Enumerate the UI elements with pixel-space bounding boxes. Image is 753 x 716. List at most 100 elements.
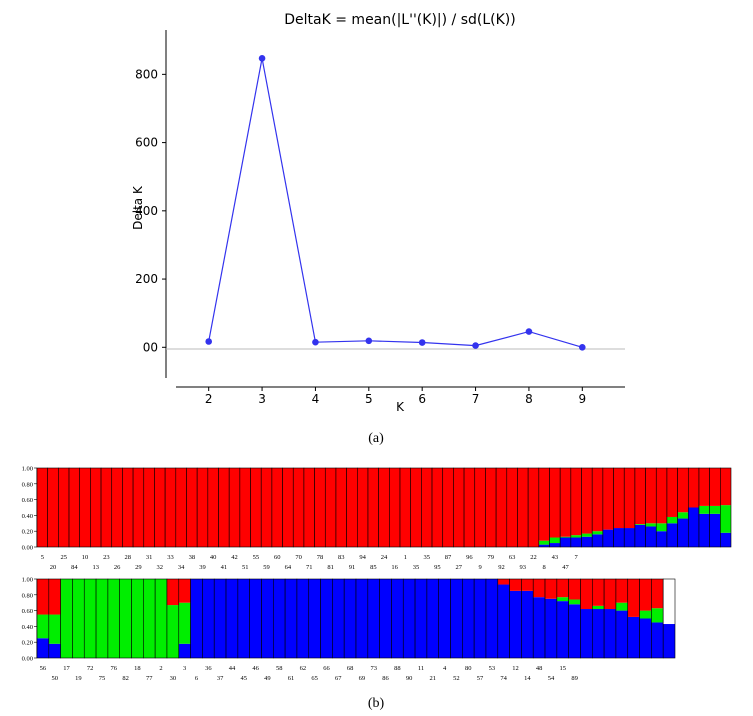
sample-label: 92 xyxy=(498,564,505,571)
bar-segment-red xyxy=(698,468,710,506)
bar-segment-red xyxy=(615,579,628,603)
sample-label: 39 xyxy=(199,564,206,571)
bar-segment-blue xyxy=(533,597,546,658)
bar-segment-red xyxy=(207,468,219,547)
sample-label: 94 xyxy=(359,554,366,561)
bar-segment-blue xyxy=(560,537,571,547)
delta-k-series-line xyxy=(208,58,583,348)
bar-segment-green xyxy=(96,579,108,658)
bar-segment-red xyxy=(314,468,326,547)
bar-segment-blue xyxy=(709,513,721,547)
bar-segment-blue xyxy=(296,579,309,658)
bar-segment-red xyxy=(197,468,208,547)
sample-label: 29 xyxy=(135,564,142,571)
bar-segment-blue xyxy=(634,524,646,547)
sample-label: 61 xyxy=(288,675,295,682)
bar-segment-green xyxy=(570,535,582,538)
sample-label: 19 xyxy=(75,675,82,682)
bar-segment-red xyxy=(133,468,144,547)
bar-segment-green xyxy=(592,531,603,535)
bar-segment-blue xyxy=(426,579,439,658)
bar-segment-red xyxy=(357,468,368,547)
bar-segment-blue xyxy=(37,638,49,658)
sample-label: 65 xyxy=(311,675,318,682)
sample-label: 79 xyxy=(488,554,495,561)
bar-row-1 xyxy=(36,467,732,548)
sample-label: 46 xyxy=(252,665,259,672)
bar-segment-red xyxy=(570,468,582,536)
bar-segment-blue xyxy=(273,579,286,658)
sample-label: 1 xyxy=(404,554,407,561)
x-tick-label: 4 xyxy=(312,392,320,406)
bar-segment-red xyxy=(37,579,49,615)
sample-label: 14 xyxy=(524,675,531,682)
sample-label: 64 xyxy=(285,564,292,571)
sample-label: 28 xyxy=(125,554,132,561)
y-tick-label: 0.00 xyxy=(22,545,33,552)
bar-segment-blue xyxy=(538,544,550,547)
sample-label: 4 xyxy=(443,665,447,672)
sample-label: 71 xyxy=(306,564,313,571)
sample-label: 5 xyxy=(41,554,44,561)
bar-segment-red xyxy=(709,468,721,506)
bar-segment-red xyxy=(645,468,657,524)
bar-segment-red xyxy=(111,468,123,547)
y-tick-label: 800 xyxy=(135,67,158,81)
x-tick-label: 3 xyxy=(258,392,266,406)
sample-label: 21 xyxy=(430,675,437,682)
sample-label: 38 xyxy=(189,554,196,561)
bar-segment-red xyxy=(581,468,593,534)
sample-label: 93 xyxy=(520,564,527,571)
sample-label: 32 xyxy=(157,564,164,571)
sample-label: 90 xyxy=(406,675,413,682)
sample-label: 75 xyxy=(99,675,106,682)
bar-segment-blue xyxy=(688,507,699,547)
sample-label: 70 xyxy=(295,554,302,561)
sample-label: 66 xyxy=(323,665,330,672)
bar-segment-red xyxy=(165,468,176,547)
bar-segment-green xyxy=(634,524,646,525)
y-tick-label: 200 xyxy=(135,272,158,286)
y-tick-label: 0.40 xyxy=(22,513,33,520)
sample-label: 91 xyxy=(349,564,356,571)
bar-segment-red xyxy=(69,468,80,547)
sample-label: 96 xyxy=(466,554,473,561)
sample-label: 30 xyxy=(170,675,177,682)
bar-segment-red xyxy=(506,468,518,547)
bar-segment-green xyxy=(143,579,156,658)
y-tick-label: 0.80 xyxy=(22,592,33,599)
bar-segment-green xyxy=(119,579,132,658)
sample-label: 82 xyxy=(122,675,129,682)
bar-segment-red xyxy=(509,579,522,591)
bar-segment-green xyxy=(37,614,49,639)
sample-label: 87 xyxy=(445,554,452,561)
sample-label: 52 xyxy=(453,675,460,682)
bar-segment-green xyxy=(166,605,179,658)
sample-label: 18 xyxy=(134,665,141,672)
bar-segment-red xyxy=(568,579,581,600)
bar-segment-red xyxy=(453,468,465,547)
bar-segment-blue xyxy=(592,534,603,547)
bar-segment-red xyxy=(464,468,475,547)
sample-label: 74 xyxy=(500,675,507,682)
bar-segment-blue xyxy=(474,579,486,658)
data-point xyxy=(258,55,266,62)
bar-segment-blue xyxy=(509,590,522,658)
structure-barplot: 0.00 0.20 0.40 0.60 0.80 1.00 0.00 0.20 0.40 0.6… xyxy=(22,466,732,711)
bar-segment-blue xyxy=(48,643,61,658)
y-tick-label: 0.40 xyxy=(22,624,33,631)
sample-label: 27 xyxy=(455,564,462,571)
bar-segment-red xyxy=(261,468,272,547)
sample-label: 44 xyxy=(229,665,236,672)
sample-label: 34 xyxy=(178,564,185,571)
bar-segment-red xyxy=(101,468,112,547)
bar-segment-blue xyxy=(202,579,215,658)
bar-segment-blue xyxy=(602,529,614,547)
bar-segment-red xyxy=(303,468,315,547)
bar-segment-red xyxy=(410,468,422,547)
bar-segment-red xyxy=(218,468,230,547)
bar-segment-blue xyxy=(178,643,191,658)
row-2-sample-labels: 56 17 72 76 18 2 3 36 44 46 58 62 66 68 73 88 11 4 80 53 12 4… xyxy=(40,665,578,682)
sample-label: 11 xyxy=(418,665,424,672)
sample-label: 95 xyxy=(434,564,441,571)
